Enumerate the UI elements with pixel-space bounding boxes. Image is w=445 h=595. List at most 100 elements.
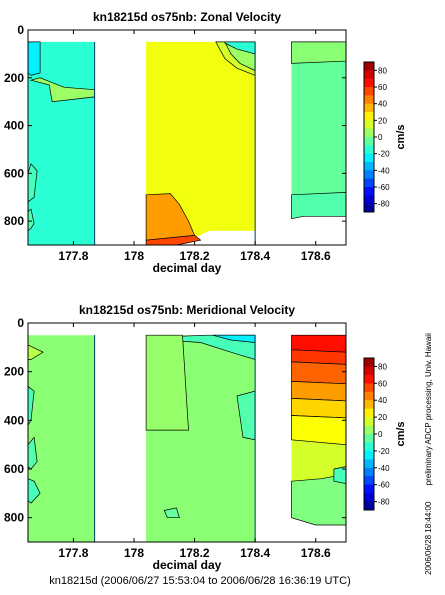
colorbar-tick-label: -80 — [378, 498, 390, 507]
colorbar-swatch — [364, 417, 374, 427]
colorbar-tick-label: 20 — [378, 116, 387, 125]
colorbar-tick-label: -40 — [378, 464, 390, 473]
chart-title: kn18215d os75nb: Meridional Velocity — [79, 303, 295, 317]
x-axis-label: decimal day — [153, 558, 222, 572]
colorbar-swatch — [364, 459, 374, 469]
velocity-region — [291, 334, 347, 353]
y-tick-label: 800 — [4, 511, 24, 525]
velocity-region — [163, 507, 180, 519]
x-tick-label: 177.8 — [58, 546, 88, 560]
velocity-region — [291, 398, 347, 419]
velocity-region — [291, 192, 347, 220]
processing-date: 2006/06/28 18:44:00 — [424, 501, 433, 575]
colorbar-swatch — [364, 501, 374, 511]
colorbar-swatch — [364, 87, 374, 96]
colorbar-swatch — [364, 178, 374, 188]
colorbar-tick-label: -60 — [378, 481, 390, 490]
x-tick-label: 178.6 — [301, 546, 331, 560]
colorbar-swatch — [364, 358, 374, 367]
colorbar-swatch — [364, 112, 374, 121]
x-tick-label: 177.8 — [58, 249, 88, 263]
velocity-region — [145, 235, 202, 246]
x-axis-label: decimal day — [153, 261, 222, 275]
colorbar-swatch — [364, 128, 374, 138]
colorbar-swatch — [364, 408, 374, 418]
colorbar-swatch — [364, 383, 374, 393]
colorbar-swatch — [364, 484, 374, 494]
colorbar-swatch — [364, 95, 374, 105]
colorbar-swatch — [364, 476, 374, 486]
colorbar-tick-label: -20 — [378, 447, 390, 456]
colorbar-swatch — [364, 170, 374, 180]
colorbar-tick-label: 0 — [378, 430, 383, 439]
y-tick-label: 0 — [17, 316, 24, 330]
colorbar-swatch — [364, 400, 374, 410]
processing-text: preliminary ADCP processing, Univ. Hawai… — [424, 333, 433, 486]
y-tick-label: 600 — [4, 462, 24, 476]
colorbar-tick-label: -80 — [378, 200, 390, 209]
colorbar-swatch — [364, 374, 374, 384]
y-tick-label: 200 — [4, 365, 24, 379]
plot-frame — [27, 29, 347, 246]
colorbar-swatch — [364, 442, 374, 452]
colorbar-tick-label: 40 — [378, 100, 387, 109]
velocity-region — [291, 41, 347, 64]
y-tick-label: 200 — [4, 71, 24, 85]
colorbar-tick-label: 20 — [378, 413, 387, 422]
velocity-region — [28, 335, 95, 542]
plot-frame — [27, 322, 347, 543]
colorbar-swatch — [364, 70, 374, 80]
colorbar-swatch — [364, 78, 374, 88]
x-tick-label: 178.2 — [180, 546, 210, 560]
colorbar-tick-label: -40 — [378, 166, 390, 175]
y-tick-label: 0 — [17, 23, 24, 37]
x-tick-label: 178.6 — [301, 249, 331, 263]
velocity-region — [291, 415, 347, 446]
colorbar-tick-label: -20 — [378, 150, 390, 159]
colorbar-swatch — [364, 203, 374, 213]
colorbar-swatch — [364, 187, 374, 196]
colorbar-tick-label: 80 — [378, 66, 387, 75]
colorbar-swatch — [364, 137, 374, 146]
colorbar-swatch — [364, 162, 374, 171]
colorbar-tick-label: 40 — [378, 396, 387, 405]
x-tick-label: 178 — [124, 546, 144, 560]
y-tick-label: 800 — [4, 214, 24, 228]
colorbar-swatch — [364, 145, 374, 155]
velocity-region — [291, 361, 347, 385]
velocity-region — [145, 334, 189, 431]
colorbar-swatch — [364, 103, 374, 113]
chart-title: kn18215d os75nb: Zonal Velocity — [93, 10, 281, 24]
velocity-region — [291, 41, 346, 219]
x-tick-label: 178.2 — [180, 249, 210, 263]
colorbar-swatch — [364, 425, 374, 435]
colorbar-swatch — [364, 120, 374, 130]
x-tick-label: 178.4 — [240, 546, 270, 560]
colorbar-swatch — [364, 195, 374, 205]
colorbar-tick-label: 60 — [378, 379, 387, 388]
colorbar-swatch — [364, 493, 374, 503]
velocity-region — [291, 381, 347, 402]
colorbar-swatch — [364, 366, 374, 376]
colorbar-swatch — [364, 434, 374, 443]
colorbar-swatch — [364, 62, 374, 71]
x-tick-label: 178 — [124, 249, 144, 263]
processing-note: 2006/06/28 18:44:00 preliminary ADCP pro… — [424, 319, 433, 575]
y-tick-label: 400 — [4, 119, 24, 133]
colorbar-tick-label: -60 — [378, 183, 390, 192]
velocity-region — [27, 41, 41, 76]
colorbar-swatch — [364, 153, 374, 163]
velocity-region — [224, 41, 256, 55]
colorbar-swatch — [364, 467, 374, 477]
colorbar-swatch — [364, 450, 374, 460]
x-tick-label: 178.4 — [240, 249, 270, 263]
y-tick-label: 600 — [4, 166, 24, 180]
y-tick-label: 400 — [4, 413, 24, 427]
colorbar-tick-label: 80 — [378, 362, 387, 371]
velocity-region — [146, 41, 256, 246]
colorbar-swatch — [364, 391, 374, 401]
colorbar-label: cm/s — [395, 124, 407, 149]
colorbar-tick-label: 60 — [378, 83, 387, 92]
colorbar-label: cm/s — [395, 421, 407, 446]
